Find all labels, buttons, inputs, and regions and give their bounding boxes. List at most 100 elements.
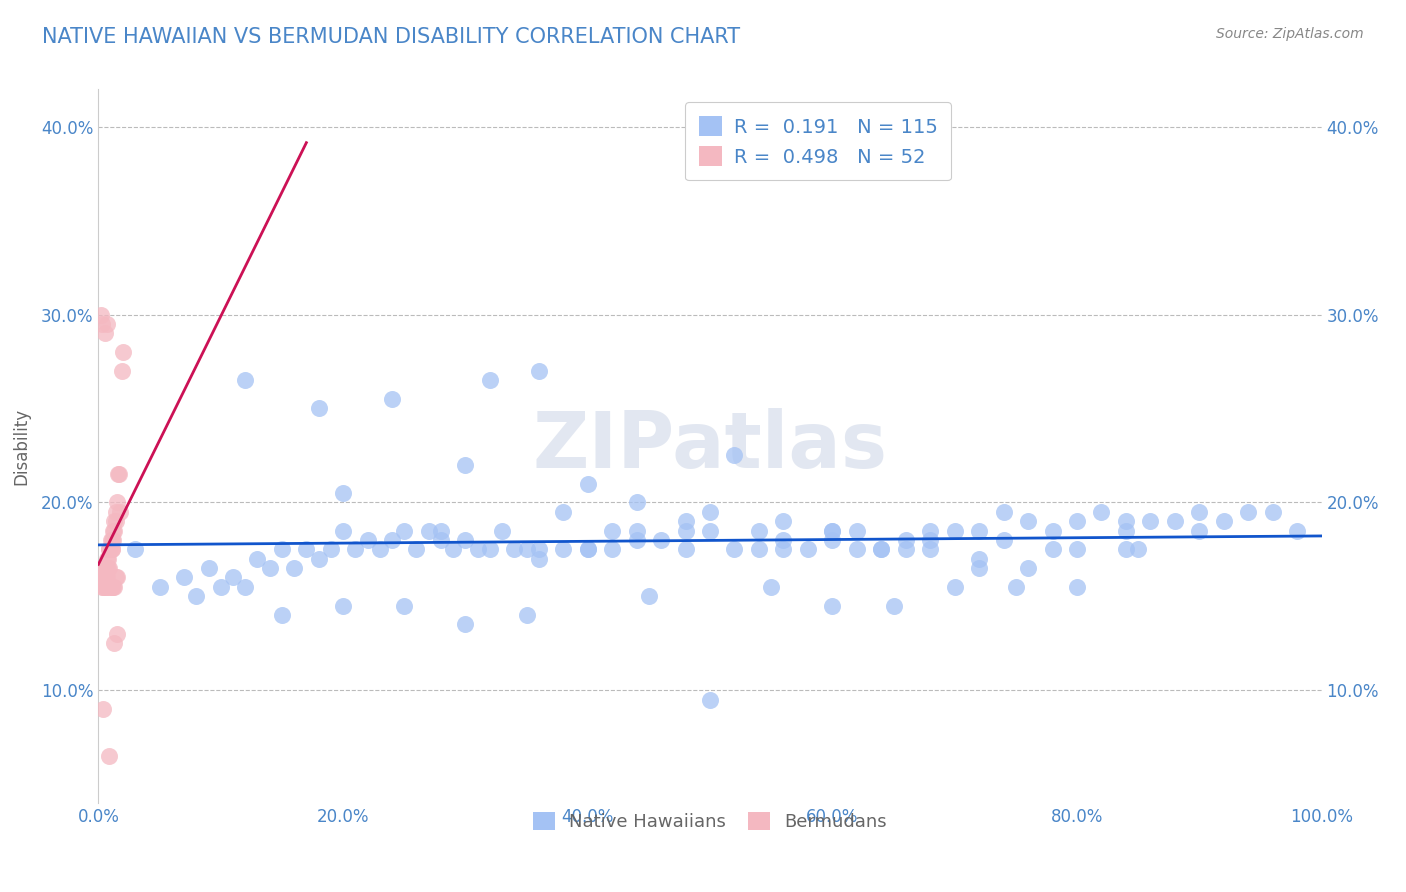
Point (332, 486, 354, 500)
Point (98, 542, 121, 557)
Point (91, 702, 114, 716)
Point (626, 524, 648, 538)
Point (1164, 514, 1187, 528)
Point (96, 551, 118, 566)
Point (332, 524, 354, 538)
Point (105, 570, 128, 584)
Point (527, 364, 550, 378)
Point (101, 533, 124, 547)
Point (149, 580, 172, 594)
Point (91, 561, 114, 575)
Point (103, 580, 125, 594)
Point (98, 542, 121, 557)
Point (209, 580, 232, 594)
Point (894, 542, 917, 557)
Point (90, 308, 112, 322)
Point (356, 533, 378, 547)
Point (93, 326, 115, 341)
Point (883, 599, 905, 613)
Point (105, 627, 128, 641)
Point (90, 570, 112, 584)
Point (920, 524, 942, 538)
Point (1004, 580, 1026, 594)
Point (821, 524, 844, 538)
Point (1066, 514, 1088, 528)
Point (283, 561, 305, 575)
Point (1237, 505, 1260, 519)
Point (943, 524, 966, 538)
Point (332, 599, 354, 613)
Point (108, 467, 131, 482)
Point (259, 561, 281, 575)
Point (699, 692, 721, 706)
Point (100, 533, 122, 547)
Point (94, 561, 117, 575)
Point (626, 495, 648, 509)
Point (1212, 514, 1234, 528)
Point (576, 542, 599, 557)
Point (430, 533, 453, 547)
Point (637, 589, 661, 603)
Point (576, 476, 599, 491)
Point (101, 533, 124, 547)
Point (270, 542, 294, 557)
Point (105, 495, 128, 509)
Point (1090, 505, 1112, 519)
Point (943, 580, 966, 594)
Point (344, 542, 367, 557)
Point (748, 542, 770, 557)
Point (748, 524, 770, 538)
Point (94, 580, 117, 594)
Point (107, 467, 129, 482)
Point (103, 514, 125, 528)
Point (1042, 542, 1064, 557)
Point (1139, 514, 1161, 528)
Point (772, 514, 794, 528)
Text: NATIVE HAWAIIAN VS BERMUDAN DISABILITY CORRELATION CHART: NATIVE HAWAIIAN VS BERMUDAN DISABILITY C… (42, 27, 741, 46)
Point (1188, 524, 1211, 538)
Point (104, 570, 127, 584)
Y-axis label: Disability: Disability (11, 408, 30, 484)
Point (319, 542, 342, 557)
Point (197, 561, 219, 575)
Point (430, 524, 453, 538)
Point (870, 542, 893, 557)
Point (96, 570, 118, 584)
Point (111, 364, 134, 378)
Point (270, 607, 294, 622)
Point (723, 449, 745, 463)
Point (454, 533, 477, 547)
Point (467, 542, 489, 557)
Point (993, 505, 1015, 519)
Point (381, 533, 404, 547)
Point (650, 533, 672, 547)
Point (761, 580, 783, 594)
Point (381, 392, 404, 406)
Point (101, 542, 124, 557)
Point (124, 542, 146, 557)
Point (515, 607, 537, 622)
Point (93, 580, 115, 594)
Point (821, 524, 844, 538)
Point (553, 505, 575, 519)
Point (1017, 514, 1039, 528)
Point (100, 542, 122, 557)
Point (1066, 542, 1088, 557)
Point (93, 570, 115, 584)
Text: Source: ZipAtlas.com: Source: ZipAtlas.com (1216, 27, 1364, 41)
Point (515, 542, 537, 557)
Point (441, 542, 464, 557)
Point (967, 524, 990, 538)
Point (772, 542, 794, 557)
Point (527, 542, 550, 557)
Point (1286, 524, 1309, 538)
Point (1115, 542, 1137, 557)
Point (1066, 580, 1088, 594)
Point (392, 599, 416, 613)
Point (308, 401, 330, 416)
Point (1128, 542, 1150, 557)
Point (1261, 505, 1284, 519)
Point (101, 580, 124, 594)
Point (91, 580, 114, 594)
Point (626, 533, 648, 547)
